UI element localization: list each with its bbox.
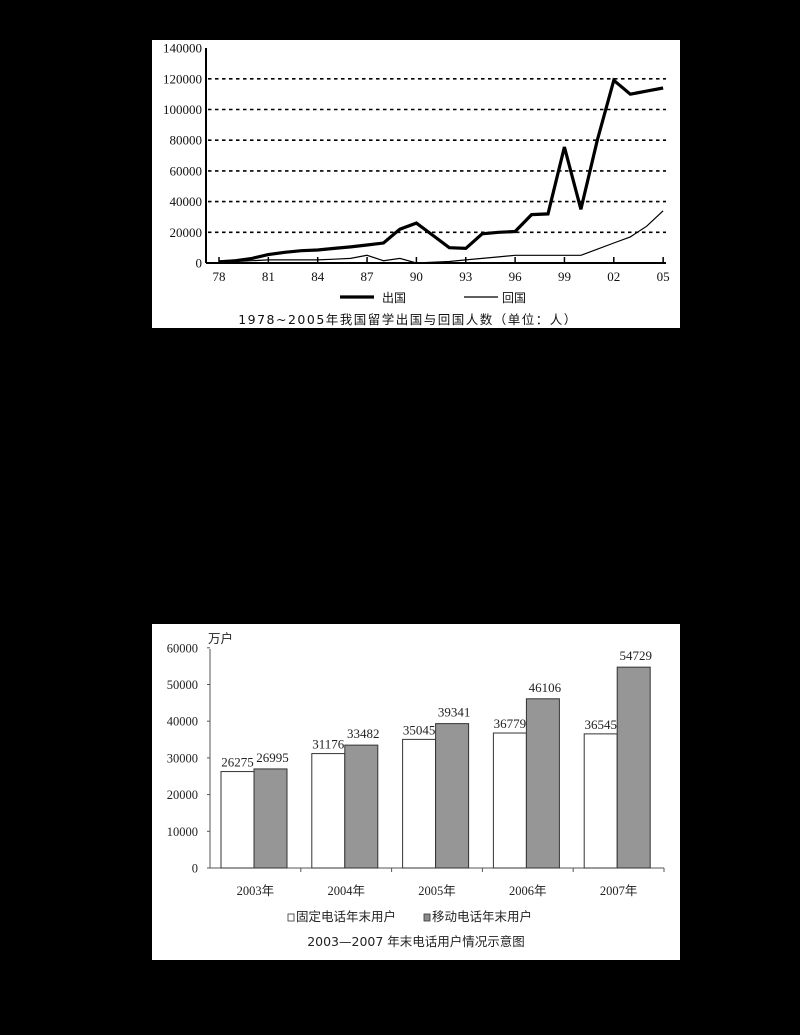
- bar-fixed-value: 36779: [494, 716, 527, 731]
- legend: 出国 回国: [340, 291, 526, 305]
- x-tick-label: 78: [213, 269, 226, 284]
- bar-fixed-value: 31176: [312, 737, 345, 752]
- bar-mobile-value: 46106: [529, 680, 562, 695]
- category-label: 2003年: [237, 884, 275, 898]
- x-tick-label: 90: [410, 269, 423, 284]
- y-tick-label: 20000: [170, 225, 203, 240]
- bar-mobile: [344, 744, 379, 869]
- legend-mobile-swatch: [423, 913, 431, 922]
- line-chart-title: 1978~2005年我国留学出国与回国人数（单位：人）: [238, 312, 578, 327]
- legend: 固定电话年末用户 移动电话年末用户: [287, 909, 532, 924]
- legend-mobile-label: 移动电话年末用户: [432, 909, 532, 924]
- x-tick-label: 02: [607, 269, 620, 284]
- x-tick-label: 96: [509, 269, 522, 284]
- y-tick-label: 120000: [163, 71, 202, 86]
- y-tick-label: 80000: [170, 133, 203, 148]
- bar-fixed: [402, 738, 437, 869]
- y-tick-label: 40000: [170, 194, 203, 209]
- y-unit-label: 万户: [208, 631, 233, 646]
- bar-fixed-value: 36545: [584, 717, 617, 732]
- y-tick-label: 30000: [167, 751, 198, 765]
- x-tick-label: 87: [361, 269, 375, 284]
- y-tick-label: 20000: [167, 788, 198, 802]
- series-return-line: [218, 210, 664, 264]
- y-tick-label: 50000: [167, 678, 198, 692]
- category-label: 2007年: [600, 884, 638, 898]
- y-axis-ticks: 0 20000 40000 60000 80000 100000 120000 140000: [163, 41, 202, 271]
- x-tick-label: 05: [657, 269, 670, 284]
- y-tick-label: 60000: [170, 163, 203, 178]
- legend-fixed-label: 固定电话年末用户: [296, 909, 396, 924]
- bar-chart-title: 2003—2007 年末电话用户情况示意图: [307, 934, 525, 949]
- x-axis-ticks: 2003年 2004年 2005年 2006年 2007年: [237, 868, 665, 898]
- gridlines: [208, 77, 666, 234]
- bar-chart-panel: 万户 0 10000 20000 30000 40000 50000 60000 2003年…: [152, 624, 680, 960]
- bar-mobile-value: 33482: [347, 726, 380, 741]
- bar-fixed: [583, 733, 618, 869]
- bar-mobile-value: 39341: [438, 705, 471, 720]
- y-tick-label: 40000: [167, 715, 198, 729]
- category-label: 2006年: [509, 884, 547, 898]
- legend-return-label: 回国: [502, 291, 526, 305]
- y-tick-label: 10000: [167, 825, 198, 839]
- series-out-line: [218, 77, 664, 264]
- y-tick-label: 140000: [163, 41, 202, 56]
- category-label: 2005年: [418, 884, 456, 898]
- x-axis-ticks: 78 81 84 87 90 93 96 99 02 05: [213, 257, 670, 284]
- bar-mobile-value: 26995: [256, 750, 289, 765]
- bar-mobile: [525, 698, 560, 869]
- bar-fixed-value: 26275: [221, 755, 254, 770]
- y-tick-label: 100000: [163, 102, 202, 117]
- x-tick-label: 84: [311, 269, 325, 284]
- bar-fixed: [311, 753, 346, 869]
- bar-mobile: [616, 666, 651, 869]
- line-chart: 020000400006000080000100000120000140000 …: [163, 41, 670, 327]
- y-axis-ticks: 0 10000 20000 30000 40000 50000 60000: [167, 641, 210, 876]
- line-chart-panel: 0 20000 40000 60000 80000 100000 120000 140000 …: [152, 40, 680, 328]
- bar-chart: 万户 0 10000 20000 30000 40000 50000 60000 2003年…: [167, 631, 665, 949]
- bar-fixed: [220, 771, 255, 869]
- legend-fixed-swatch: [287, 913, 295, 922]
- y-tick-label: 60000: [167, 641, 198, 655]
- bar-fixed: [492, 732, 527, 869]
- y-tick-label: 0: [192, 862, 198, 876]
- bar-mobile: [435, 723, 470, 869]
- bar-mobile-value: 54729: [619, 648, 652, 663]
- bar-mobile: [253, 768, 288, 869]
- x-tick-label: 99: [558, 269, 571, 284]
- y-tick-label: 0: [196, 256, 203, 271]
- x-tick-label: 93: [459, 269, 472, 284]
- category-label: 2004年: [327, 884, 365, 898]
- bar-fixed-value: 35045: [403, 722, 436, 737]
- x-tick-label: 81: [262, 269, 275, 284]
- legend-out-label: 出国: [382, 291, 406, 305]
